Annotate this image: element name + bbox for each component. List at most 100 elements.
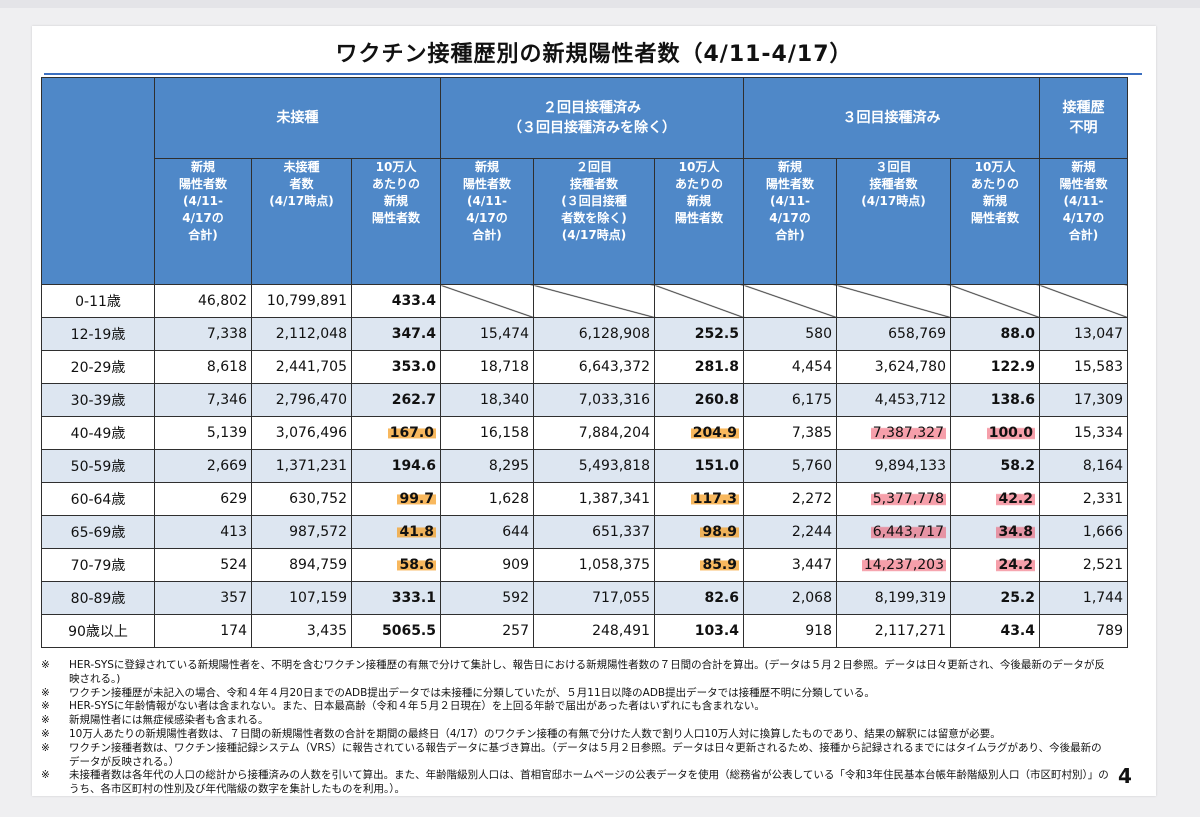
value-cell: 3,076,496	[251, 416, 352, 450]
value-cell: 651,337	[533, 515, 655, 549]
age-cell: 60-64歳	[41, 482, 155, 516]
value-cell: 34.8	[950, 515, 1040, 549]
value-cell: 17,309	[1039, 383, 1128, 417]
value-cell: 82.6	[654, 581, 744, 615]
footnote: ※ 10万人あたりの新規陽性者数は、７日間の新規陽性者数の合計を期間の最終日（4/…	[41, 728, 1111, 742]
value-cell: 894,759	[251, 548, 352, 582]
value-cell: 658,769	[836, 317, 951, 351]
value-cell: 333.1	[351, 581, 441, 615]
subheader-cell: 10万人 あたりの 新規 陽性者数	[351, 158, 441, 285]
red-highlight-mark: 6,443,717	[870, 524, 946, 540]
empty-slash-cell	[836, 284, 951, 318]
value-cell: 1,628	[440, 482, 534, 516]
age-cell: 30-39歳	[41, 383, 155, 417]
value-cell: 2,331	[1039, 482, 1128, 516]
value-cell: 3,624,780	[836, 350, 951, 384]
value-cell: 2,796,470	[251, 383, 352, 417]
value-cell: 789	[1039, 614, 1128, 648]
value-cell: 4,454	[743, 350, 837, 384]
footnote: ※ ワクチン接種歴が未記入の場合、令和４年４月20日までのADB提出データでは未接…	[41, 687, 1111, 701]
value-cell: 1,666	[1039, 515, 1128, 549]
value-cell: 2,117,271	[836, 614, 951, 648]
value-cell: 24.2	[950, 548, 1040, 582]
slide: ワクチン接種歴別の新規陽性者数（4/11-4/17） 未接種 ２回目接種済み （…	[32, 26, 1156, 796]
page-number: 4	[1118, 764, 1132, 788]
value-cell: 58.6	[351, 548, 441, 582]
orange-highlight-mark: 204.9	[690, 425, 739, 441]
subheader-cell: 新規 陽性者数 (4/11- 4/17の 合計)	[440, 158, 534, 285]
value-cell: 260.8	[654, 383, 744, 417]
value-cell: 629	[154, 482, 252, 516]
value-cell: 25.2	[950, 581, 1040, 615]
value-cell: 281.8	[654, 350, 744, 384]
value-cell: 1,058,375	[533, 548, 655, 582]
footnote-text: 10万人あたりの新規陽性者数は、７日間の新規陽性者数の合計を期間の最終日（4/1…	[69, 727, 1001, 740]
value-cell: 10,799,891	[251, 284, 352, 318]
table-row: 40-49歳 5,139 3,076,496 167.0 16,158 7,884,204…	[41, 416, 1128, 450]
value-cell: 2,112,048	[251, 317, 352, 351]
empty-slash-cell	[950, 284, 1040, 318]
orange-highlight-mark: 58.6	[397, 557, 436, 573]
value-cell: 174	[154, 614, 252, 648]
subheader-cell: 10万人 あたりの 新規 陽性者数	[654, 158, 744, 285]
value-cell: 15,583	[1039, 350, 1128, 384]
value-cell: 138.6	[950, 383, 1040, 417]
subheader-cell: 新規 陽性者数 (4/11- 4/17の 合計)	[1039, 158, 1128, 285]
group-header-unvaccinated: 未接種	[154, 77, 441, 159]
footnote: ※ ワクチン接種者数は、ワクチン接種記録システム（VRS）に報告されている報告デー…	[41, 742, 1111, 770]
subheader-cell: 未接種 者数 (4/17時点)	[251, 158, 352, 285]
value-cell: 3,435	[251, 614, 352, 648]
value-cell: 9,894,133	[836, 449, 951, 483]
value-cell: 7,346	[154, 383, 252, 417]
value-cell: 88.0	[950, 317, 1040, 351]
footnote-mark: ※	[41, 714, 50, 727]
footnote-text: ワクチン接種歴が未記入の場合、令和４年４月20日までのADB提出データでは未接種…	[69, 686, 875, 699]
footnote: ※ 新規陽性者には無症候感染者も含まれる。	[41, 714, 1111, 728]
value-cell: 13,047	[1039, 317, 1128, 351]
subheader-cell: 新規 陽性者数 (4/11- 4/17の 合計)	[154, 158, 252, 285]
group-header-unknown: 接種歴 不明	[1039, 77, 1128, 159]
value-cell: 151.0	[654, 449, 744, 483]
orange-highlight-mark: 98.9	[700, 524, 739, 540]
footnote-mark: ※	[41, 659, 50, 671]
value-cell: 6,643,372	[533, 350, 655, 384]
footnote: ※ HER-SYSに年齢情報がない者は含まれない。また、日本最高齢（令和４年５月２…	[41, 700, 1111, 714]
table-row: 20-29歳 8,618 2,441,705 353.0 18,718 6,643,372…	[41, 350, 1128, 384]
age-cell: 90歳以上	[41, 614, 155, 648]
value-cell: 8,295	[440, 449, 534, 483]
subheader-cell: ２回目 接種者数 (３回目接種 者数を除く) (4/17時点)	[533, 158, 655, 285]
red-highlight-mark: 5,377,778	[870, 491, 946, 507]
value-cell: 194.6	[351, 449, 441, 483]
value-cell: 5,139	[154, 416, 252, 450]
value-cell: 3,447	[743, 548, 837, 582]
empty-slash-cell	[743, 284, 837, 318]
empty-slash-cell	[440, 284, 534, 318]
value-cell: 5,493,818	[533, 449, 655, 483]
value-cell: 7,338	[154, 317, 252, 351]
table-body: 0-11歳 46,802 10,799,891 433.4 12-19歳 7,338 2,1…	[41, 284, 1128, 648]
value-cell: 4,453,712	[836, 383, 951, 417]
orange-highlight-mark: 167.0	[387, 425, 436, 441]
footnote-mark: ※	[41, 769, 50, 782]
value-cell: 1,371,231	[251, 449, 352, 483]
value-cell: 909	[440, 548, 534, 582]
orange-highlight-mark: 99.7	[397, 491, 436, 507]
value-cell: 262.7	[351, 383, 441, 417]
red-highlight-mark: 7,387,327	[870, 425, 946, 441]
value-cell: 918	[743, 614, 837, 648]
orange-highlight-mark: 117.3	[690, 491, 739, 507]
value-cell: 2,272	[743, 482, 837, 516]
age-cell: 0-11歳	[41, 284, 155, 318]
footnote-text: HER-SYSに登録されている新規陽性者を、不明を含むワクチン接種歴の有無で分け…	[69, 659, 1105, 685]
value-cell: 6,128,908	[533, 317, 655, 351]
subheader-cell: 10万人 あたりの 新規 陽性者数	[950, 158, 1040, 285]
footnote-mark: ※	[41, 700, 50, 713]
empty-slash-cell	[1039, 284, 1128, 318]
value-cell: 16,158	[440, 416, 534, 450]
value-cell: 85.9	[654, 548, 744, 582]
value-cell: 357	[154, 581, 252, 615]
footnote-mark: ※	[41, 727, 50, 740]
value-cell: 433.4	[351, 284, 441, 318]
value-cell: 580	[743, 317, 837, 351]
footnote-text: 未接種者数は各年代の人口の総計から接種済みの人数を引いて算出。また、年齢階級別人…	[69, 769, 1109, 796]
